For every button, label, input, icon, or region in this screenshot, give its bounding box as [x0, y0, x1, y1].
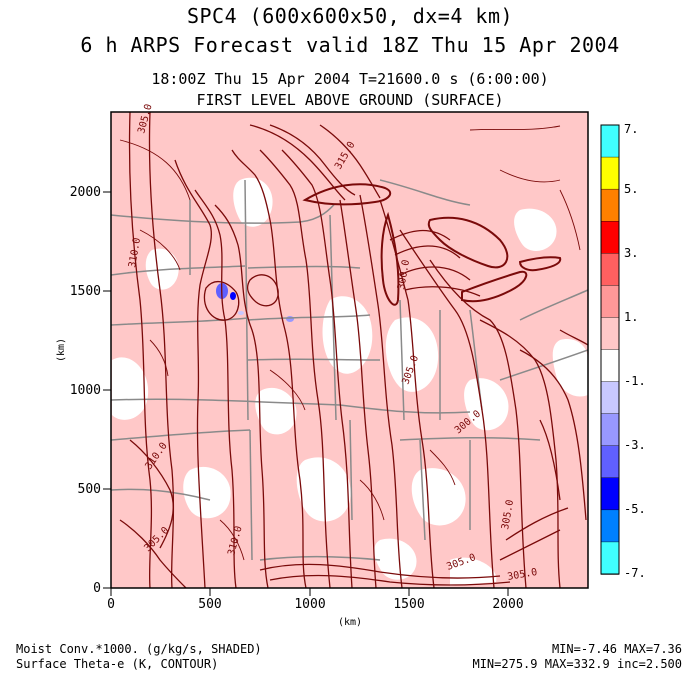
footer: Moist Conv.*1000. (g/kg/s, SHADED) Surfa…	[16, 642, 682, 671]
colorbar-label: -7.	[624, 566, 646, 580]
x-axis-label: (km)	[338, 617, 362, 628]
colorbar-cell	[600, 156, 620, 190]
great-lakes	[302, 183, 562, 306]
y-axis-label: (km)	[56, 338, 67, 362]
colorbar-cell	[600, 477, 620, 511]
theta-e-contours	[119, 112, 588, 588]
theta-e-contours-fine	[119, 125, 581, 561]
colorbar-cell	[600, 381, 620, 415]
colorbar-cell	[600, 349, 620, 383]
y-tick-label: 2000	[70, 185, 101, 200]
colorbar-cell	[600, 317, 620, 351]
colorbar-cell	[600, 285, 620, 319]
y-tick-label: 1000	[70, 383, 101, 398]
x-tick-label: 1500	[393, 597, 424, 612]
x-tick-label: 1000	[294, 597, 325, 612]
colorbar-label: -1.	[624, 374, 646, 388]
contour-label: 310.0	[127, 237, 143, 269]
shaded-field-stats: MIN=-7.46 MAX=7.36	[552, 642, 682, 656]
colorbar-cell	[600, 413, 620, 447]
colorbar-cell	[600, 253, 620, 287]
y-tick-labels: 0 500 1000 1500 2000	[70, 185, 101, 596]
x-tick-label: 500	[198, 597, 221, 612]
colorbar: 7. 5. 3. 1. -1. -3. -5. -7.	[600, 122, 646, 580]
colorbar-label: 7.	[624, 122, 638, 136]
colorbar-cells	[600, 124, 620, 575]
y-tick-label: 500	[78, 482, 101, 497]
plot-frame	[110, 111, 589, 589]
colorbar-cell	[600, 124, 620, 158]
x-tick-label: 2000	[492, 597, 523, 612]
valid-time-line: 18:00Z Thu 15 Apr 2004 T=21600.0 s (6:00…	[151, 70, 549, 88]
shaded-field-label: Moist Conv.*1000. (g/kg/s, SHADED)	[16, 642, 262, 656]
axis-tick-marks	[103, 191, 509, 596]
contour-field-stats: MIN=275.9 MAX=332.9 inc=2.500	[472, 657, 682, 671]
colorbar-label: -5.	[624, 502, 646, 516]
colorbar-label: -3.	[624, 438, 646, 452]
contour-label: 300.0	[396, 259, 412, 291]
contour-label: 305.0	[500, 499, 516, 531]
y-tick-label: 1500	[70, 284, 101, 299]
figure-title-line1: SPC4 (600x600x50, dx=4 km)	[186, 4, 514, 28]
colorbar-cell	[600, 221, 620, 254]
colorbar-label: 1.	[624, 310, 638, 324]
contour-label: 305.0	[507, 567, 539, 583]
x-tick-label: 0	[107, 597, 115, 612]
level-line: FIRST LEVEL ABOVE GROUND (SURFACE)	[196, 91, 504, 109]
colorbar-label: 5.	[624, 182, 638, 196]
x-tick-labels: 0 500 1000 1500 2000	[107, 597, 524, 612]
colorbar-cell	[600, 541, 620, 575]
colorbar-cell	[600, 188, 620, 222]
political-boundaries	[111, 179, 588, 561]
colorbar-cell	[600, 445, 620, 479]
map-plot-area	[110, 111, 589, 589]
contour-field-label: Surface Theta-e (K, CONTOUR)	[16, 657, 218, 671]
y-tick-label: 0	[93, 581, 101, 596]
figure-title-line2: 6 h ARPS Forecast valid 18Z Thu 15 Apr 2…	[80, 33, 620, 57]
colorbar-labels: 7. 5. 3. 1. -1. -3. -5. -7.	[624, 122, 646, 580]
colorbar-label: 3.	[624, 246, 638, 260]
colorbar-cell	[600, 509, 620, 543]
